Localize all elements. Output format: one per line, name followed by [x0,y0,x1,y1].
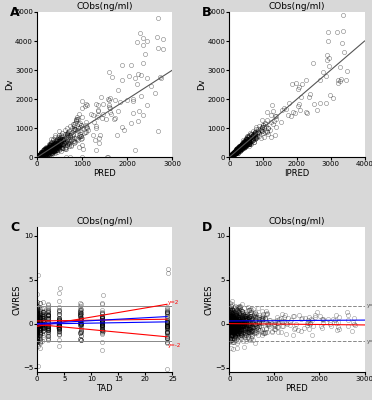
Text: y=2: y=2 [367,303,372,308]
Text: y=-2: y=-2 [168,343,182,348]
X-axis label: PRED: PRED [286,384,308,392]
Title: CObs(ng/ml): CObs(ng/ml) [269,217,325,226]
Text: y=-2: y=-2 [367,339,372,344]
Title: CObs(ng/ml): CObs(ng/ml) [269,2,325,11]
X-axis label: IPRED: IPRED [284,169,310,178]
Y-axis label: Dv: Dv [197,79,206,90]
Y-axis label: CWRES: CWRES [12,284,22,315]
X-axis label: PRED: PRED [93,169,116,178]
Text: C: C [10,221,19,234]
Title: CObs(ng/ml): CObs(ng/ml) [77,217,133,226]
Text: y=2: y=2 [168,300,180,305]
Text: A: A [10,6,20,19]
Y-axis label: Dv: Dv [4,79,14,90]
Text: B: B [202,6,212,19]
Y-axis label: CWRES: CWRES [205,284,214,315]
Title: CObs(ng/ml): CObs(ng/ml) [77,2,133,11]
X-axis label: TAD: TAD [96,384,113,392]
Text: D: D [202,221,212,234]
